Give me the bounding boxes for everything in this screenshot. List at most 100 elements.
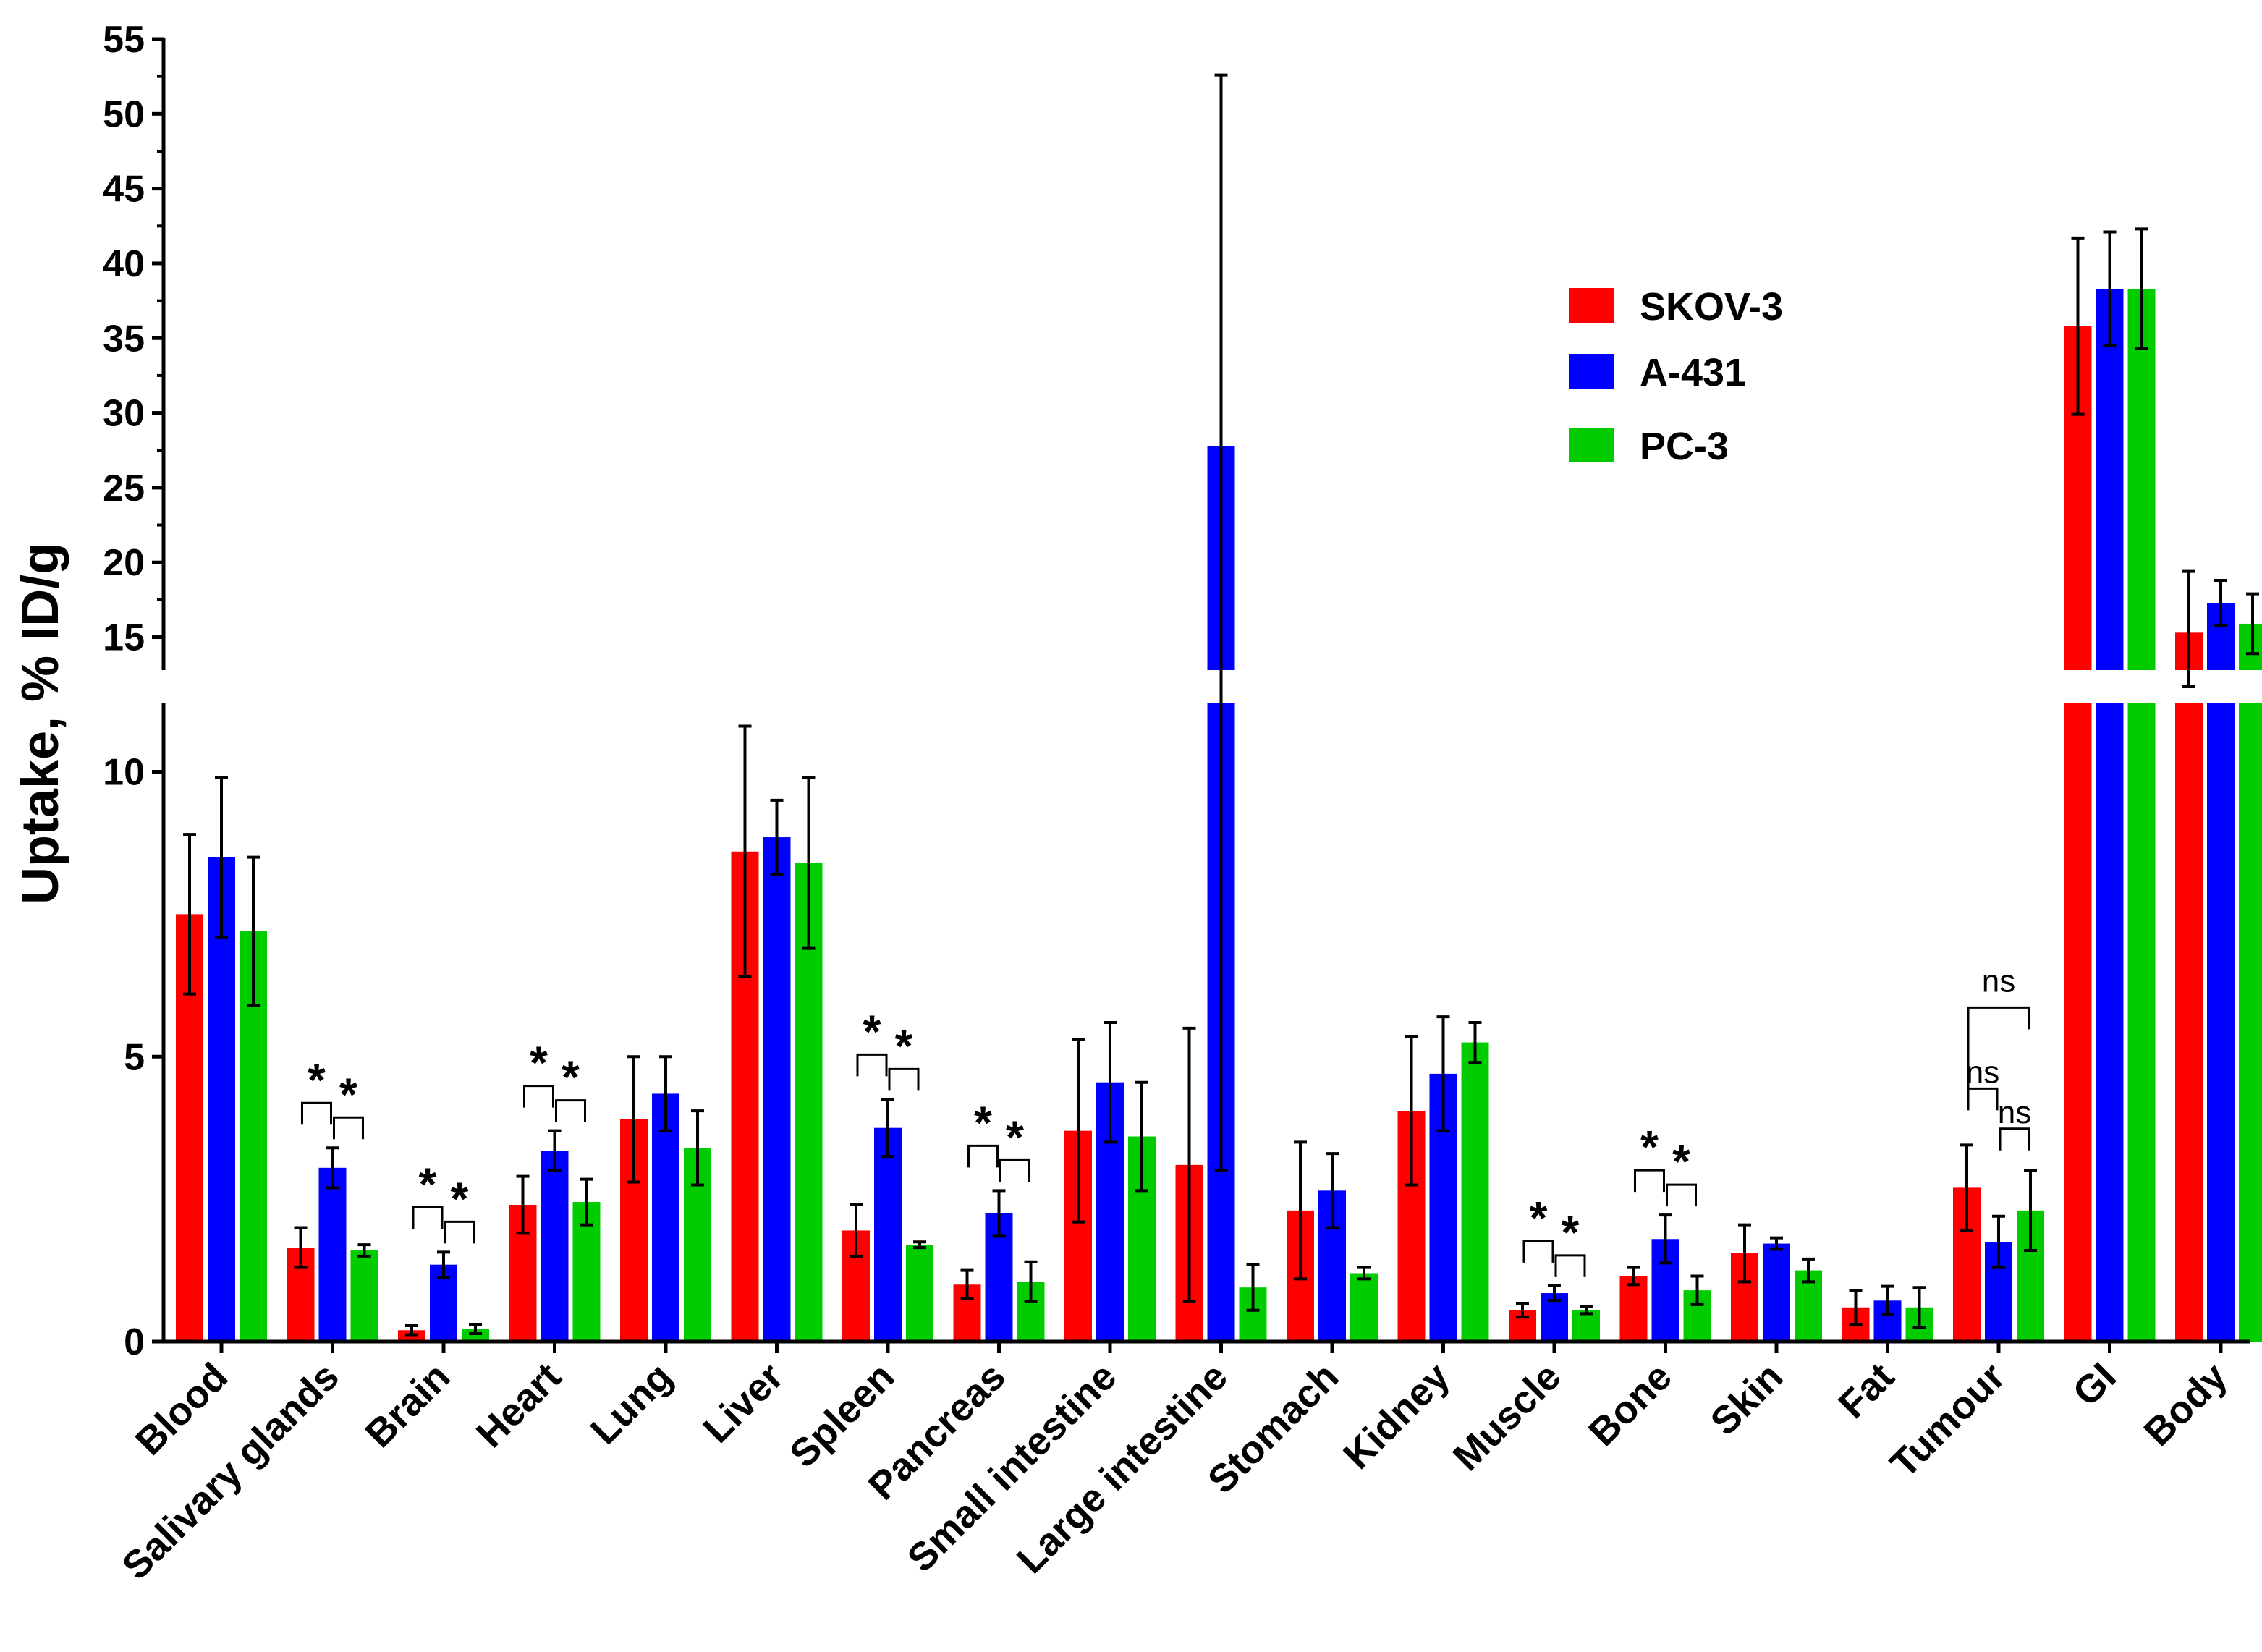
significance-bracket (412, 1206, 444, 1229)
error-bar-pc-3-salivary-glands (357, 1243, 371, 1258)
bar-segment (763, 837, 791, 1342)
significance-bracket (967, 1144, 999, 1168)
error-bar-skov-3-fat (1849, 1289, 1863, 1326)
bar-a-431-body (2207, 603, 2235, 1342)
significance-label: * (1530, 1192, 1548, 1244)
error-bar-pc-3-heart (580, 1177, 593, 1227)
legend-swatch-skov-3 (1569, 288, 1614, 323)
bar-pc-3-brain (462, 1329, 489, 1342)
legend-label-skov-3: SKOV-3 (1640, 285, 1783, 329)
bar-pc-3-gi (2127, 289, 2156, 1342)
error-bar-a-431-blood (215, 776, 228, 939)
bar-segment-upper (2127, 289, 2156, 670)
bar-segment (350, 1250, 378, 1342)
bar-segment (906, 1245, 933, 1342)
bar-a-431-salivary-glands (318, 1167, 347, 1342)
error-bar-a-431-large-intestine (1214, 73, 1228, 1172)
y-tick-label-0: 0 (124, 1321, 145, 1363)
x-tick-label-muscle: Muscle (1445, 1355, 1570, 1479)
x-tick-label-tumour: Tumour (1882, 1355, 2014, 1486)
x-tick-label-kidney: Kidney (1335, 1355, 1458, 1478)
legend-swatch-a-431 (1569, 354, 1614, 389)
bar-segment-upper (2239, 623, 2262, 670)
legend-label-pc-3: PC-3 (1640, 425, 1729, 468)
significance-bracket (555, 1099, 586, 1122)
bar-segment (541, 1151, 569, 1342)
y-tick-label-50: 50 (103, 93, 145, 135)
error-bar-skov-3-salivary-glands (294, 1226, 308, 1269)
bars-layer (176, 73, 2262, 1342)
x-tick-label-lung: Lung (583, 1355, 681, 1453)
significance-label: * (1006, 1111, 1024, 1163)
y-axis-title: Uptake, % ID/g (12, 543, 69, 905)
error-bar-skov-3-gi (2071, 236, 2085, 416)
error-bar-pc-3-blood (247, 855, 260, 1007)
significance-bracket (1554, 1254, 1586, 1277)
error-bar-a-431-small-intestine (1104, 1021, 1117, 1144)
significance-bracket (1634, 1169, 1665, 1193)
error-bar-skov-3-kidney (1405, 1035, 1418, 1187)
error-bar-a-431-brain (437, 1250, 450, 1279)
error-bar-pc-3-brain (469, 1323, 482, 1335)
error-bar-skov-3-body (2182, 569, 2195, 688)
bar-a-431-heart (541, 1151, 569, 1342)
bar-a-431-skin (1763, 1243, 1790, 1342)
bar-segment (1350, 1273, 1378, 1342)
error-bar-skov-3-stomach (1294, 1140, 1307, 1281)
legend-item-pc-3: PC-3 (1569, 425, 1729, 468)
legend-swatch-pc-3 (1569, 428, 1614, 462)
error-bar-skov-3-small-intestine (1072, 1038, 1085, 1224)
error-bar-pc-3-lung (691, 1109, 704, 1187)
bar-segment (462, 1329, 489, 1342)
error-bar-pc-3-small-intestine (1135, 1080, 1148, 1193)
x-tick-label-blood: Blood (127, 1355, 237, 1464)
legend: SKOV-3 A-431 PC-3 (1569, 285, 1783, 468)
error-bar-skov-3-muscle (1516, 1302, 1529, 1319)
error-bar-skov-3-liver (738, 724, 752, 978)
significance-bracket (999, 1158, 1030, 1182)
x-tick-label-fat: Fat (1830, 1355, 1902, 1427)
error-bar-pc-3-body (2246, 592, 2259, 656)
bar-segment (1461, 1042, 1489, 1342)
error-bar-pc-3-large-intestine (1246, 1263, 1260, 1312)
significance-bracket-outer (1967, 1006, 2030, 1095)
bar-skov-3-body (2175, 632, 2203, 1342)
error-bar-a-431-pancreas (992, 1189, 1006, 1238)
bar-pc-3-stomach (1350, 1273, 1378, 1342)
bar-a-431-liver (763, 837, 791, 1342)
error-bar-skov-3-large-intestine (1182, 1026, 1196, 1303)
error-bar-a-431-skin (1770, 1236, 1783, 1251)
x-tick-label-body: Body (2136, 1355, 2236, 1454)
x-tick-label-bone: Bone (1580, 1355, 1680, 1454)
x-tick-label-skin: Skin (1702, 1355, 1791, 1444)
bar-segment (874, 1127, 902, 1342)
x-tick-label-brain: Brain (357, 1355, 458, 1456)
bar-segment (1572, 1310, 1600, 1342)
y-tick-label-55: 55 (103, 19, 145, 61)
bar-segment-lower (2239, 703, 2262, 1342)
y-tick-label-25: 25 (103, 467, 145, 509)
significance-label: * (339, 1068, 357, 1120)
error-bar-a-431-stomach (1326, 1152, 1339, 1229)
error-bar-a-431-heart (548, 1129, 562, 1172)
error-bar-skov-3-tumour (1960, 1143, 1973, 1232)
significance-bracket (856, 1053, 888, 1077)
error-bar-pc-3-fat (1912, 1286, 1926, 1329)
bar-skov-3-gi (2064, 326, 2092, 1342)
error-bar-skov-3-skin (1738, 1223, 1751, 1284)
x-tick-label-heart: Heart (468, 1355, 569, 1456)
legend-item-a-431: A-431 (1569, 351, 1746, 394)
significance-label: * (451, 1172, 469, 1224)
error-bar-pc-3-tumour (2024, 1169, 2037, 1252)
significance-label: * (974, 1096, 992, 1148)
bar-segment-lower (2064, 703, 2092, 1342)
error-bar-a-431-kidney (1436, 1015, 1450, 1132)
significance-bracket (444, 1220, 475, 1244)
significance-salivary-glands: * * (301, 1054, 364, 1140)
bar-segment-lower (2127, 703, 2156, 1342)
error-bar-a-431-muscle (1548, 1284, 1561, 1302)
x-tick-label-small-intestine: Small intestine (899, 1355, 1125, 1580)
error-bar-skov-3-lung (627, 1055, 640, 1184)
bar-segment-lower (2096, 703, 2124, 1342)
error-bar-pc-3-pancreas (1024, 1260, 1038, 1303)
